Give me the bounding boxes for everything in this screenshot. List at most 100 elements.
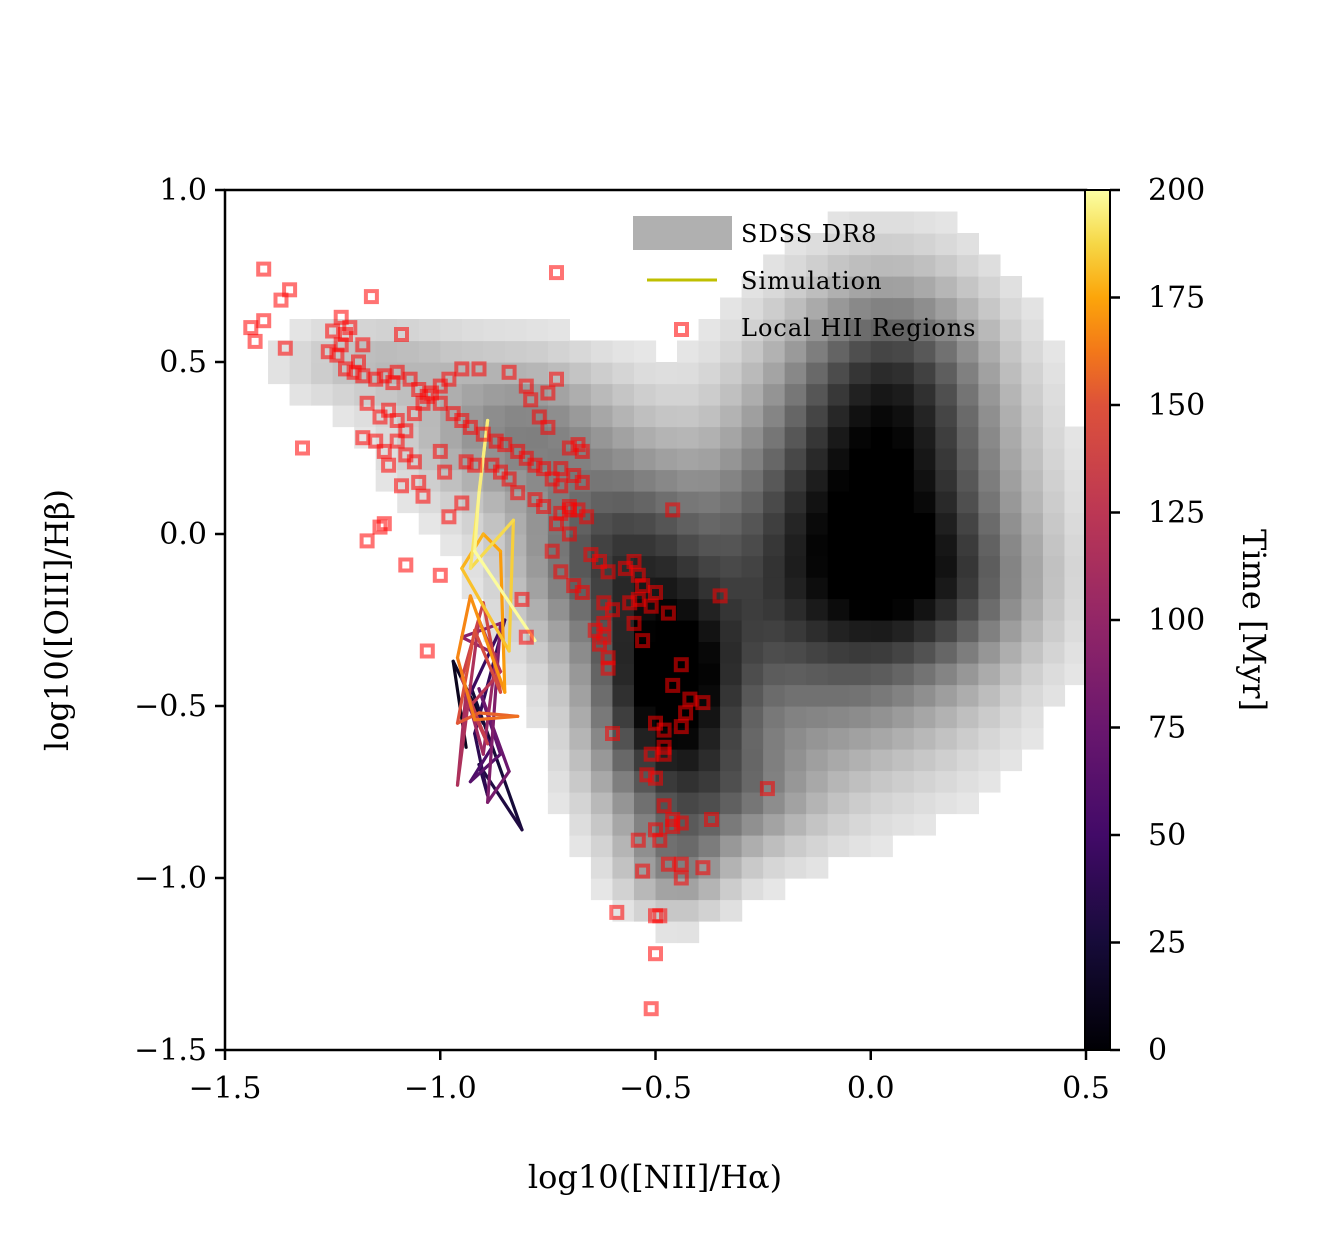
histogram-bin xyxy=(698,663,721,686)
histogram-bin xyxy=(827,469,850,492)
hii-region-point xyxy=(600,660,616,676)
histogram-bin xyxy=(720,577,743,600)
histogram-bin xyxy=(547,749,571,772)
histogram-bin xyxy=(569,663,592,686)
histogram-bin xyxy=(1021,706,1044,729)
histogram-bin xyxy=(870,297,893,320)
histogram-bin xyxy=(677,340,700,363)
histogram-bin xyxy=(720,319,743,342)
histogram-bin xyxy=(892,405,915,428)
histogram-bin xyxy=(698,319,721,342)
hii-region-point xyxy=(605,726,620,741)
colorbar-tick-label: 0 xyxy=(1148,1033,1167,1068)
histogram-bin xyxy=(870,512,893,535)
histogram-bin xyxy=(1042,534,1066,557)
histogram-bin xyxy=(956,254,979,277)
histogram-bin xyxy=(892,426,915,449)
histogram-bin xyxy=(547,684,571,707)
histogram-bin xyxy=(763,727,786,750)
hii-region-point xyxy=(643,598,659,614)
histogram-bin xyxy=(1064,641,1086,664)
histogram-bin xyxy=(892,792,915,815)
histogram-bin xyxy=(1064,469,1086,492)
histogram-bin xyxy=(849,233,872,256)
hii-region-point xyxy=(673,815,689,831)
histogram-bin xyxy=(956,383,979,406)
histogram-bin xyxy=(784,254,807,277)
histogram-bin xyxy=(698,469,721,492)
y-axis: −1.5 −1.0 −0.5 0.0 0.5 1.0 xyxy=(134,173,225,1068)
histogram-bin xyxy=(741,405,764,428)
histogram-bin xyxy=(870,770,893,793)
hii-region-point xyxy=(406,454,422,470)
hii-region-point xyxy=(342,320,358,336)
histogram-bin xyxy=(590,770,614,793)
histogram-bin xyxy=(763,878,786,901)
histogram-bin xyxy=(827,491,850,514)
histogram-bin xyxy=(698,727,721,750)
histogram-bin xyxy=(375,340,398,363)
histogram-bin xyxy=(978,620,1001,643)
histogram-bin xyxy=(763,577,786,600)
histogram-bin xyxy=(1021,555,1044,578)
x-tick-label: 0.5 xyxy=(1062,1071,1110,1106)
histogram-bin xyxy=(892,319,915,342)
histogram-bin xyxy=(720,512,743,535)
hii-region-point xyxy=(639,767,655,783)
histogram-bin xyxy=(935,319,958,342)
histogram-bin xyxy=(892,362,915,385)
histogram-bin xyxy=(332,405,355,428)
hii-region-point xyxy=(592,554,607,569)
histogram-bin xyxy=(978,469,1001,492)
histogram-bin xyxy=(978,706,1001,729)
histogram-bin xyxy=(720,878,743,901)
histogram-bin xyxy=(806,319,829,342)
histogram-bin xyxy=(763,684,786,707)
histogram-bin xyxy=(870,469,893,492)
histogram-bin xyxy=(612,835,635,858)
histogram-bin xyxy=(698,620,721,643)
histogram-bin xyxy=(978,598,1001,621)
histogram-bin xyxy=(418,362,441,385)
hii-region-point xyxy=(527,457,543,473)
histogram-bin xyxy=(806,706,829,729)
histogram-bin xyxy=(849,598,872,621)
histogram-bin xyxy=(655,534,678,557)
hii-region-point xyxy=(518,629,534,645)
histogram-bin xyxy=(763,663,786,686)
legend-label-sdss: SDSS DR8 xyxy=(741,220,877,248)
histogram-bin xyxy=(698,598,721,621)
histogram-bin xyxy=(655,512,678,535)
simulation-segment xyxy=(473,491,481,553)
histogram-bin xyxy=(741,684,764,707)
histogram-bin xyxy=(784,770,807,793)
histogram-bin xyxy=(913,254,936,277)
histogram-bin xyxy=(827,684,850,707)
histogram-bin xyxy=(913,297,936,320)
simulation-segment xyxy=(460,566,511,653)
histogram-bin xyxy=(590,534,614,557)
histogram-bin xyxy=(870,405,893,428)
histogram-bin xyxy=(720,383,743,406)
hii-region-point xyxy=(376,443,392,459)
histogram-bin xyxy=(698,577,721,600)
histogram-bin xyxy=(806,254,829,277)
hii-region-point xyxy=(536,461,552,477)
histogram-bin xyxy=(827,254,850,277)
histogram-bin xyxy=(763,491,786,514)
histogram-bin xyxy=(720,620,743,643)
histogram-bin xyxy=(784,620,807,643)
histogram-bin xyxy=(526,577,549,600)
histogram-bin xyxy=(763,276,786,299)
histogram-bin xyxy=(913,469,936,492)
histogram-bin xyxy=(956,749,979,772)
histogram-bin xyxy=(999,727,1023,750)
histogram-bin xyxy=(1042,405,1066,428)
histogram-bin xyxy=(440,534,463,557)
histogram-bin xyxy=(741,663,764,686)
hii-region-point xyxy=(398,423,414,439)
histogram-bin xyxy=(741,276,764,299)
histogram-bin xyxy=(892,727,915,750)
hii-region-point xyxy=(247,333,263,349)
